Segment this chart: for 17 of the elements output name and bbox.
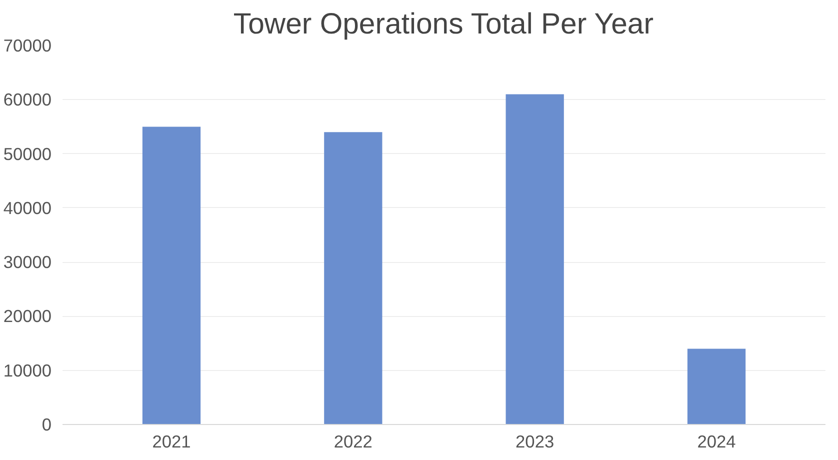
y-tick-label: 10000 <box>3 360 52 380</box>
x-tick-label: 2022 <box>334 432 372 452</box>
bar <box>142 126 201 424</box>
chart-title: Tower Operations Total Per Year <box>233 8 654 40</box>
x-tick-label: 2021 <box>152 432 191 452</box>
y-tick-label: 50000 <box>3 144 52 164</box>
bar <box>324 132 382 424</box>
bar <box>506 94 564 424</box>
x-tick-label: 2023 <box>516 432 554 452</box>
y-tick-label: 0 <box>42 414 52 434</box>
y-tick-label: 60000 <box>3 90 52 110</box>
y-tick-label: 70000 <box>3 36 52 56</box>
y-tick-label: 30000 <box>3 252 52 272</box>
y-tick-label: 20000 <box>3 306 52 326</box>
bar <box>687 348 746 424</box>
y-tick-label: 40000 <box>3 198 52 218</box>
x-tick-label: 2024 <box>697 432 736 452</box>
